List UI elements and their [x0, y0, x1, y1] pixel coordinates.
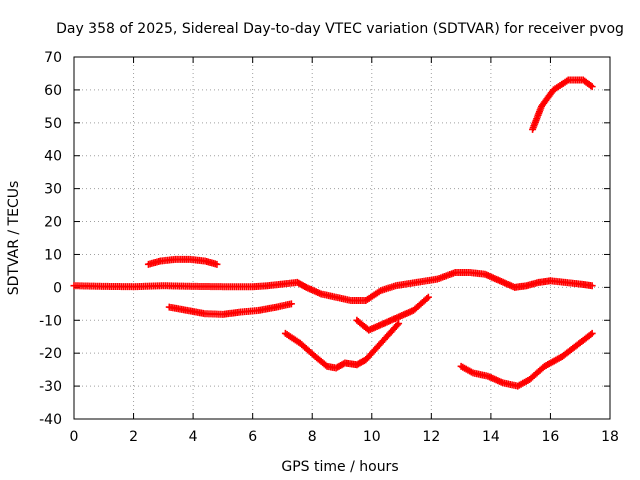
x-tick-label: 14	[482, 429, 500, 445]
y-tick-label: 40	[44, 149, 62, 165]
data-series	[71, 77, 596, 390]
x-tick-label: 12	[422, 429, 440, 445]
y-tick-label: -20	[39, 346, 62, 362]
x-tick-label: 2	[129, 429, 138, 445]
series-trough-right	[458, 330, 596, 390]
y-tick-label: 30	[44, 182, 62, 198]
x-tick-label: 0	[70, 429, 79, 445]
x-tick-label: 4	[189, 429, 198, 445]
y-tick-label: 60	[44, 83, 62, 99]
x-tick-label: 10	[363, 429, 381, 445]
x-tick-label: 18	[601, 429, 619, 445]
y-tick-label: 0	[53, 280, 62, 296]
y-tick-label: 10	[44, 247, 62, 263]
series-arc-top-right	[529, 77, 596, 133]
sdtvar-chart: Day 358 of 2025, Sidereal Day-to-day VTE…	[0, 0, 640, 480]
chart-title: Day 358 of 2025, Sidereal Day-to-day VTE…	[56, 21, 624, 37]
series-arc-upper-left	[145, 256, 220, 268]
y-tick-label: 20	[44, 215, 62, 231]
series-dip-valley	[282, 320, 402, 371]
y-tick-label: -30	[39, 379, 62, 395]
series-arc-lower-left	[166, 300, 295, 318]
y-tick-label: -40	[39, 412, 62, 428]
y-tick-label: 70	[44, 50, 62, 66]
x-axis-label: GPS time / hours	[281, 459, 398, 475]
y-tick-label: 50	[44, 116, 62, 132]
y-tick-labels: -40 -30 -20 -10 0 10 20 30 40 50 60 70	[39, 50, 62, 428]
x-tick-label: 8	[308, 429, 317, 445]
series-main-track	[71, 269, 596, 304]
y-tick-label: -10	[39, 313, 62, 329]
y-axis-label: SDTVAR / TECUs	[6, 181, 22, 296]
x-tick-label: 16	[542, 429, 560, 445]
x-tick-labels: 0 2 4 6 8 10 12 14 16 18	[70, 429, 619, 445]
x-tick-label: 6	[248, 429, 257, 445]
